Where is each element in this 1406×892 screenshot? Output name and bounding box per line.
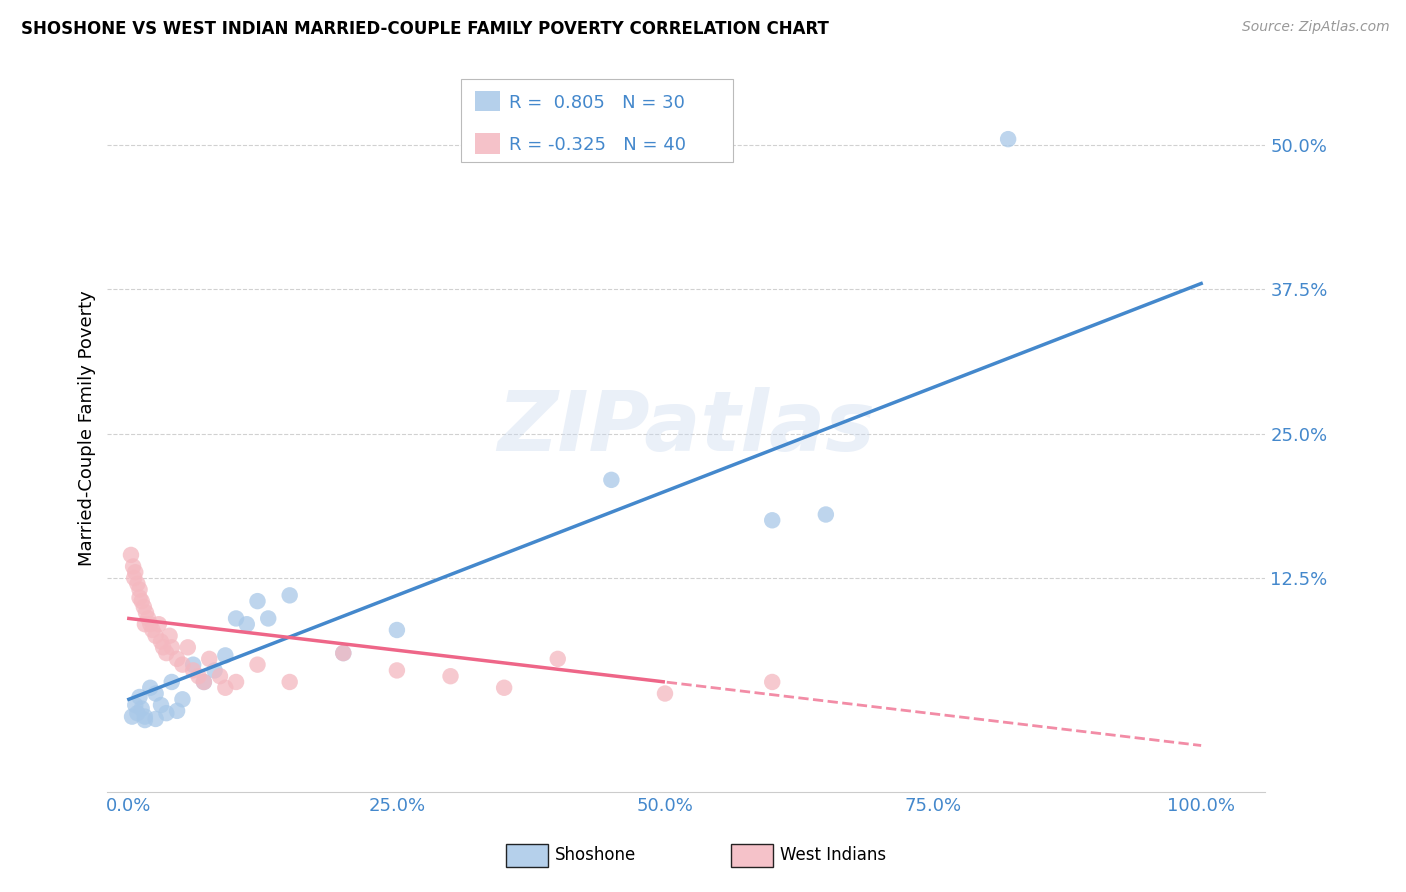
Point [121,709,143,723]
Point [128,591,150,605]
Point [257,611,280,625]
Point [814,508,837,522]
Point [166,704,188,718]
Point [136,611,159,625]
Point [152,640,174,655]
Point [124,698,146,712]
Text: R = -0.325   N = 40: R = -0.325 N = 40 [509,136,686,153]
Point [127,576,149,591]
Point [278,675,301,690]
Point [166,652,188,666]
Point [139,681,162,695]
Point [177,640,200,655]
Point [494,681,516,695]
Point [246,594,269,608]
Point [181,657,204,672]
Point [198,652,221,666]
Point [134,617,156,632]
Point [135,606,157,620]
Point [204,664,226,678]
Point [654,686,676,700]
Point [547,652,569,666]
Point [131,594,153,608]
Point [278,588,301,602]
Text: West Indians: West Indians [780,847,886,864]
Point [120,548,142,562]
FancyBboxPatch shape [461,78,733,162]
Point [172,657,194,672]
Text: Source: ZipAtlas.com: Source: ZipAtlas.com [1241,20,1389,34]
Point [214,681,236,695]
Point [225,675,247,690]
Point [172,692,194,706]
FancyBboxPatch shape [474,133,501,153]
Point [225,611,247,625]
Point [131,701,153,715]
Point [385,664,408,678]
Point [145,712,167,726]
Point [193,675,215,690]
Y-axis label: Married-Couple Family Poverty: Married-Couple Family Poverty [79,290,96,566]
Point [761,513,783,527]
Point [439,669,461,683]
Point [122,559,145,574]
Point [155,646,177,660]
Point [128,690,150,704]
Point [150,698,173,712]
Point [128,582,150,597]
Point [181,664,204,678]
Point [150,634,173,648]
Point [159,629,181,643]
Point [124,566,146,580]
Point [246,657,269,672]
Point [145,686,167,700]
Point [160,675,183,690]
Point [600,473,623,487]
Point [385,623,408,637]
Point [141,623,163,637]
Point [134,709,156,723]
Point [145,629,167,643]
Point [127,706,149,721]
Point [997,132,1019,146]
Point [155,706,177,721]
Point [132,599,155,614]
Point [332,646,354,660]
Text: R =  0.805   N = 30: R = 0.805 N = 30 [509,94,685,112]
Point [214,648,236,663]
Point [148,617,170,632]
Point [160,640,183,655]
Point [193,675,215,690]
Point [236,617,259,632]
Point [761,675,783,690]
Point [208,669,231,683]
Point [122,571,145,585]
Text: ZIPatlas: ZIPatlas [498,387,876,468]
FancyBboxPatch shape [474,91,501,112]
Text: Shoshone: Shoshone [555,847,637,864]
Text: SHOSHONE VS WEST INDIAN MARRIED-COUPLE FAMILY POVERTY CORRELATION CHART: SHOSHONE VS WEST INDIAN MARRIED-COUPLE F… [21,20,830,37]
Point [332,646,354,660]
Point [187,669,209,683]
Point [139,617,162,632]
Point [134,713,156,727]
